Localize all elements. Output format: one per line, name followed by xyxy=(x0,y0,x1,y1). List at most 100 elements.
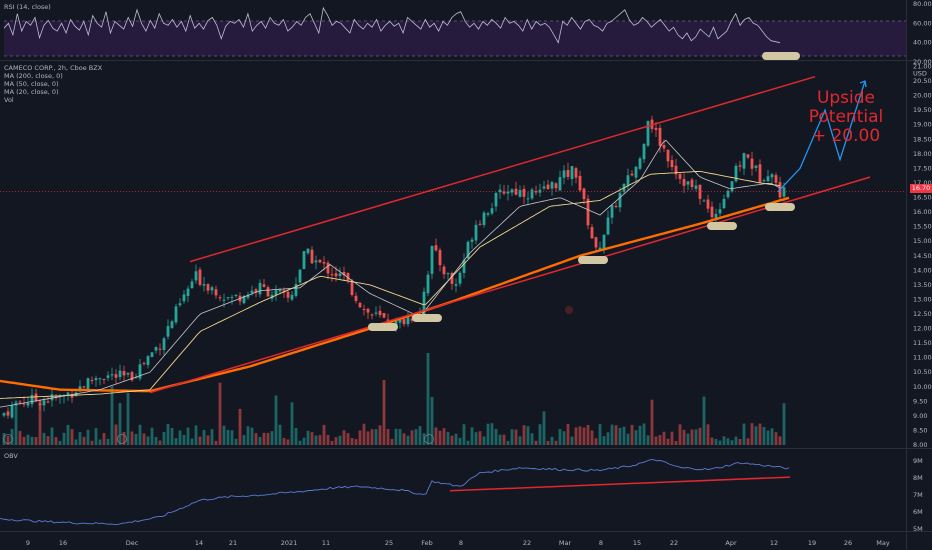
time-tick-label: 14 xyxy=(195,539,203,547)
trendline-layer xyxy=(0,75,906,394)
candle-body xyxy=(402,319,406,325)
price-tick-label: 17.00 xyxy=(913,179,932,187)
volume-bar xyxy=(570,436,574,445)
candle-body xyxy=(566,170,570,177)
legend-ma50[interactable]: MA (50, close, 0) xyxy=(4,80,59,88)
volume-bar xyxy=(438,430,442,445)
volume-bar xyxy=(122,432,126,445)
candle-body xyxy=(298,269,302,283)
volume-bar xyxy=(290,402,294,445)
volume-bar xyxy=(566,423,570,445)
price-tick-label: 14.00 xyxy=(913,266,932,274)
candle-body xyxy=(718,209,722,214)
candle-body xyxy=(262,284,266,287)
volume-bar xyxy=(154,437,158,445)
time-tick-label: Feb xyxy=(421,539,433,547)
candle-body xyxy=(242,295,246,304)
candle-body xyxy=(426,274,430,294)
candle-body xyxy=(722,198,726,209)
candle-body xyxy=(158,348,162,350)
candle-body xyxy=(34,393,38,402)
volume-bar xyxy=(454,433,458,445)
candle-body xyxy=(82,386,86,388)
volume-bar xyxy=(30,436,34,445)
candle-body xyxy=(290,294,294,300)
candle-body xyxy=(6,411,10,416)
legend-symbol[interactable]: CAMECO CORP., 2h, Cboe BZX xyxy=(4,64,103,72)
candle-body xyxy=(614,206,618,207)
volume-bar xyxy=(398,429,402,445)
candle-body xyxy=(594,237,598,248)
legend-ma200[interactable]: MA (200, close, 0) xyxy=(4,72,63,80)
volume-bar xyxy=(314,435,318,445)
candle-body xyxy=(478,223,482,225)
volume-bar xyxy=(170,428,174,445)
candle-body xyxy=(502,191,506,194)
price-tick-label: 14.50 xyxy=(913,252,932,260)
volume-bar xyxy=(634,430,638,445)
volume-bar xyxy=(306,430,310,445)
volume-bar xyxy=(410,430,414,445)
price-tick-label: 17.50 xyxy=(913,164,932,172)
volume-bar xyxy=(242,435,246,445)
ma20-line xyxy=(0,139,781,408)
candle-body xyxy=(710,206,714,218)
obv-layer xyxy=(0,459,791,526)
candle-body xyxy=(654,127,658,130)
volume-bar xyxy=(186,427,190,445)
volume-bar xyxy=(526,426,530,445)
volume-bar xyxy=(406,435,410,445)
volume-bar xyxy=(142,433,146,445)
volume-bar xyxy=(2,433,6,445)
volume-bar xyxy=(318,435,322,445)
volume-bar xyxy=(78,432,82,445)
volume-bar xyxy=(198,436,202,445)
candle-body xyxy=(578,175,582,191)
volume-bar xyxy=(270,431,274,445)
volume-bar xyxy=(610,424,614,445)
candle-body xyxy=(314,260,318,263)
marker-layer xyxy=(3,203,795,444)
candle-body xyxy=(122,371,126,376)
support-highlight-marker xyxy=(707,222,737,230)
candle-body xyxy=(410,318,414,321)
volume-bar xyxy=(582,427,586,445)
volume-bar xyxy=(746,438,750,445)
legend-ma20[interactable]: MA (20, close, 0) xyxy=(4,88,59,96)
volume-bar xyxy=(762,427,766,445)
volume-bar xyxy=(586,425,590,445)
axis-layer: 21.00 20.50 20.00 19.50 19.00 18.50 18.00 17.50… xyxy=(26,0,932,547)
volume-bar xyxy=(178,430,182,445)
candle-body xyxy=(98,378,102,380)
volume-bar xyxy=(182,435,186,445)
time-tick-label: May xyxy=(876,539,890,547)
volume-bar xyxy=(282,437,286,445)
candle-body xyxy=(78,386,82,392)
volume-bar xyxy=(766,430,770,445)
obv-tick-label: 7M xyxy=(913,491,923,499)
candle-body xyxy=(330,274,334,276)
volume-bar xyxy=(462,424,466,445)
volume-bar xyxy=(774,432,778,445)
candle-body xyxy=(150,352,154,357)
candle-body xyxy=(714,213,718,219)
volume-bar xyxy=(302,437,306,445)
candle-body xyxy=(586,198,590,226)
candle-body xyxy=(682,179,686,186)
obv-title[interactable]: OBV xyxy=(4,452,18,460)
volume-bar xyxy=(90,440,94,445)
volume-bar xyxy=(42,432,46,445)
time-tick-label: Mar xyxy=(559,539,572,547)
volume-bar xyxy=(238,408,242,445)
candle-body xyxy=(522,188,526,197)
watermark-dot xyxy=(565,306,573,314)
obv-tick-label: 6M xyxy=(913,508,923,516)
volume-bar xyxy=(330,441,334,445)
legend-volume[interactable]: Vol xyxy=(4,96,14,104)
price-tick-label: 12.50 xyxy=(913,310,932,318)
candle-body xyxy=(294,284,298,296)
volume-bar xyxy=(6,435,10,445)
upside-annotation-line1: Upside Potential xyxy=(808,88,884,127)
volume-bar xyxy=(286,439,290,445)
